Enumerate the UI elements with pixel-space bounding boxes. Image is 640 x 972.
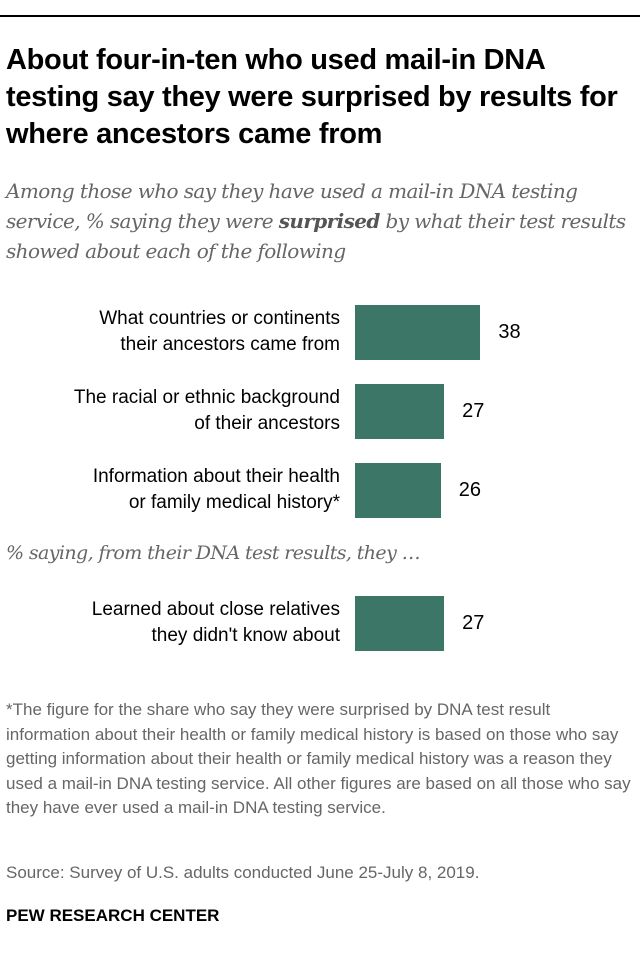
top-rule xyxy=(0,15,640,17)
category-label: Learned about close relatives they didn't… xyxy=(91,599,340,646)
chart-title: About four-in-ten who used mail-in DNA t… xyxy=(6,44,618,150)
section-label: % saying, from their DNA test results, t… xyxy=(6,542,421,564)
data-label: 27 xyxy=(462,612,485,634)
bar xyxy=(355,384,445,439)
data-label: 38 xyxy=(498,321,521,343)
category-label: Information about their health or family … xyxy=(92,466,340,513)
bar xyxy=(355,305,481,360)
data-label: 26 xyxy=(458,479,482,501)
bar xyxy=(355,596,445,651)
subtitle-emphasis: surprised xyxy=(278,209,381,233)
footnote: *The figure for the share who say they w… xyxy=(6,700,631,817)
brand-logo: PEW RESEARCH CENTER xyxy=(6,906,220,925)
category-label: The racial or ethnic background of their … xyxy=(73,387,340,434)
subtitle-text: Among those who say they have used a mai… xyxy=(6,179,578,233)
chart-subtitle: Among those who say they have used a mai… xyxy=(6,176,636,266)
category-label: What countries or continents their ancest… xyxy=(99,308,340,355)
subtitle-text-end: by what their test results showed about … xyxy=(6,209,626,263)
source-note: Source: Survey of U.S. adults conducted … xyxy=(6,863,480,882)
data-label: 27 xyxy=(462,400,485,422)
bar xyxy=(355,463,441,518)
